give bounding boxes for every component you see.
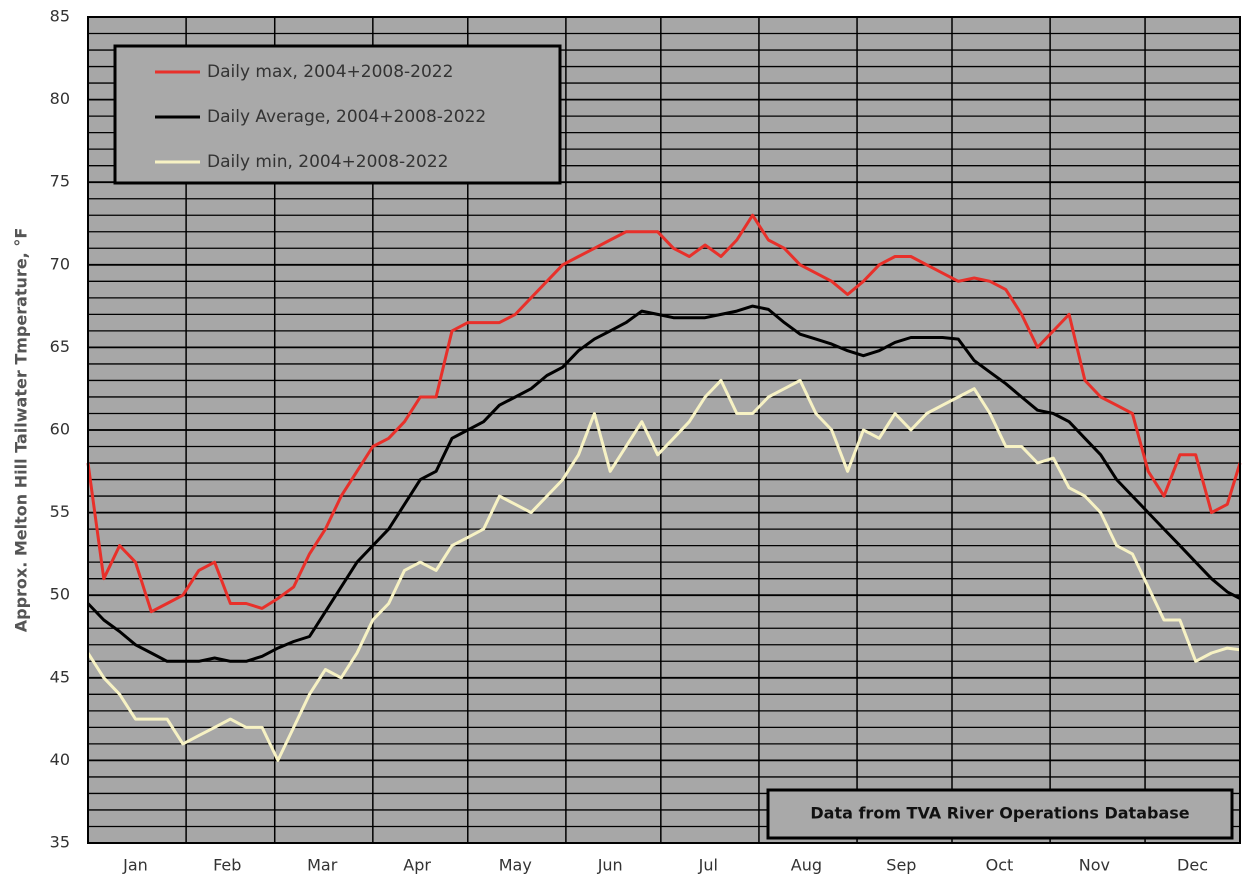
- x-tick-label: Mar: [307, 856, 338, 875]
- y-tick-label: 85: [50, 7, 70, 26]
- x-tick-label: May: [499, 856, 532, 875]
- series-line: [86, 304, 1241, 663]
- x-tick-label: Oct: [986, 856, 1014, 875]
- y-axis-label: Approx. Melton Hill Tailwater Tmperature…: [12, 228, 31, 633]
- legend-box: [113, 44, 562, 185]
- x-tick-label: Aug: [791, 856, 822, 875]
- annotation: Data from TVA River Operations Database: [766, 788, 1234, 840]
- x-tick-label: Nov: [1079, 856, 1110, 875]
- y-tick-label: 80: [50, 89, 70, 108]
- y-tick-label: 40: [50, 750, 70, 769]
- x-tick-label: Feb: [213, 856, 241, 875]
- legend-label: Daily min, 2004+2008-2022: [207, 152, 448, 172]
- annotation-box: [766, 788, 1234, 840]
- y-tick-label: 35: [50, 833, 70, 852]
- lines: [86, 213, 1242, 762]
- grid: [88, 16, 1240, 844]
- y-tick-label: 55: [50, 502, 70, 521]
- y-tick-label: 75: [50, 172, 70, 191]
- y-tick-label: 45: [50, 667, 70, 686]
- x-tick-label: Sep: [886, 856, 916, 875]
- series-line: [86, 378, 1241, 762]
- legend-label: Daily Average, 2004+2008-2022: [207, 107, 486, 127]
- y-tick-label: 70: [50, 254, 70, 273]
- series-line: [86, 213, 1242, 614]
- x-tick-label: Apr: [403, 856, 431, 875]
- x-tick-label: Dec: [1177, 856, 1208, 875]
- legend-label: Daily max, 2004+2008-2022: [207, 62, 453, 82]
- legend: Daily max, 2004+2008-2022 Daily Average, …: [113, 44, 562, 185]
- x-tick-label: Jan: [122, 856, 148, 875]
- y-tick-label: 50: [50, 585, 70, 604]
- x-tick-label: Jul: [698, 856, 718, 875]
- legend-items: Daily max, 2004+2008-2022 Daily Average, …: [155, 62, 486, 172]
- plot-frame: [87, 16, 1241, 844]
- x-tick-label: Jun: [597, 856, 623, 875]
- annotation-text: Data from TVA River Operations Database: [810, 804, 1189, 823]
- y-tick-label: 60: [50, 420, 70, 439]
- y-tick-label: 65: [50, 337, 70, 356]
